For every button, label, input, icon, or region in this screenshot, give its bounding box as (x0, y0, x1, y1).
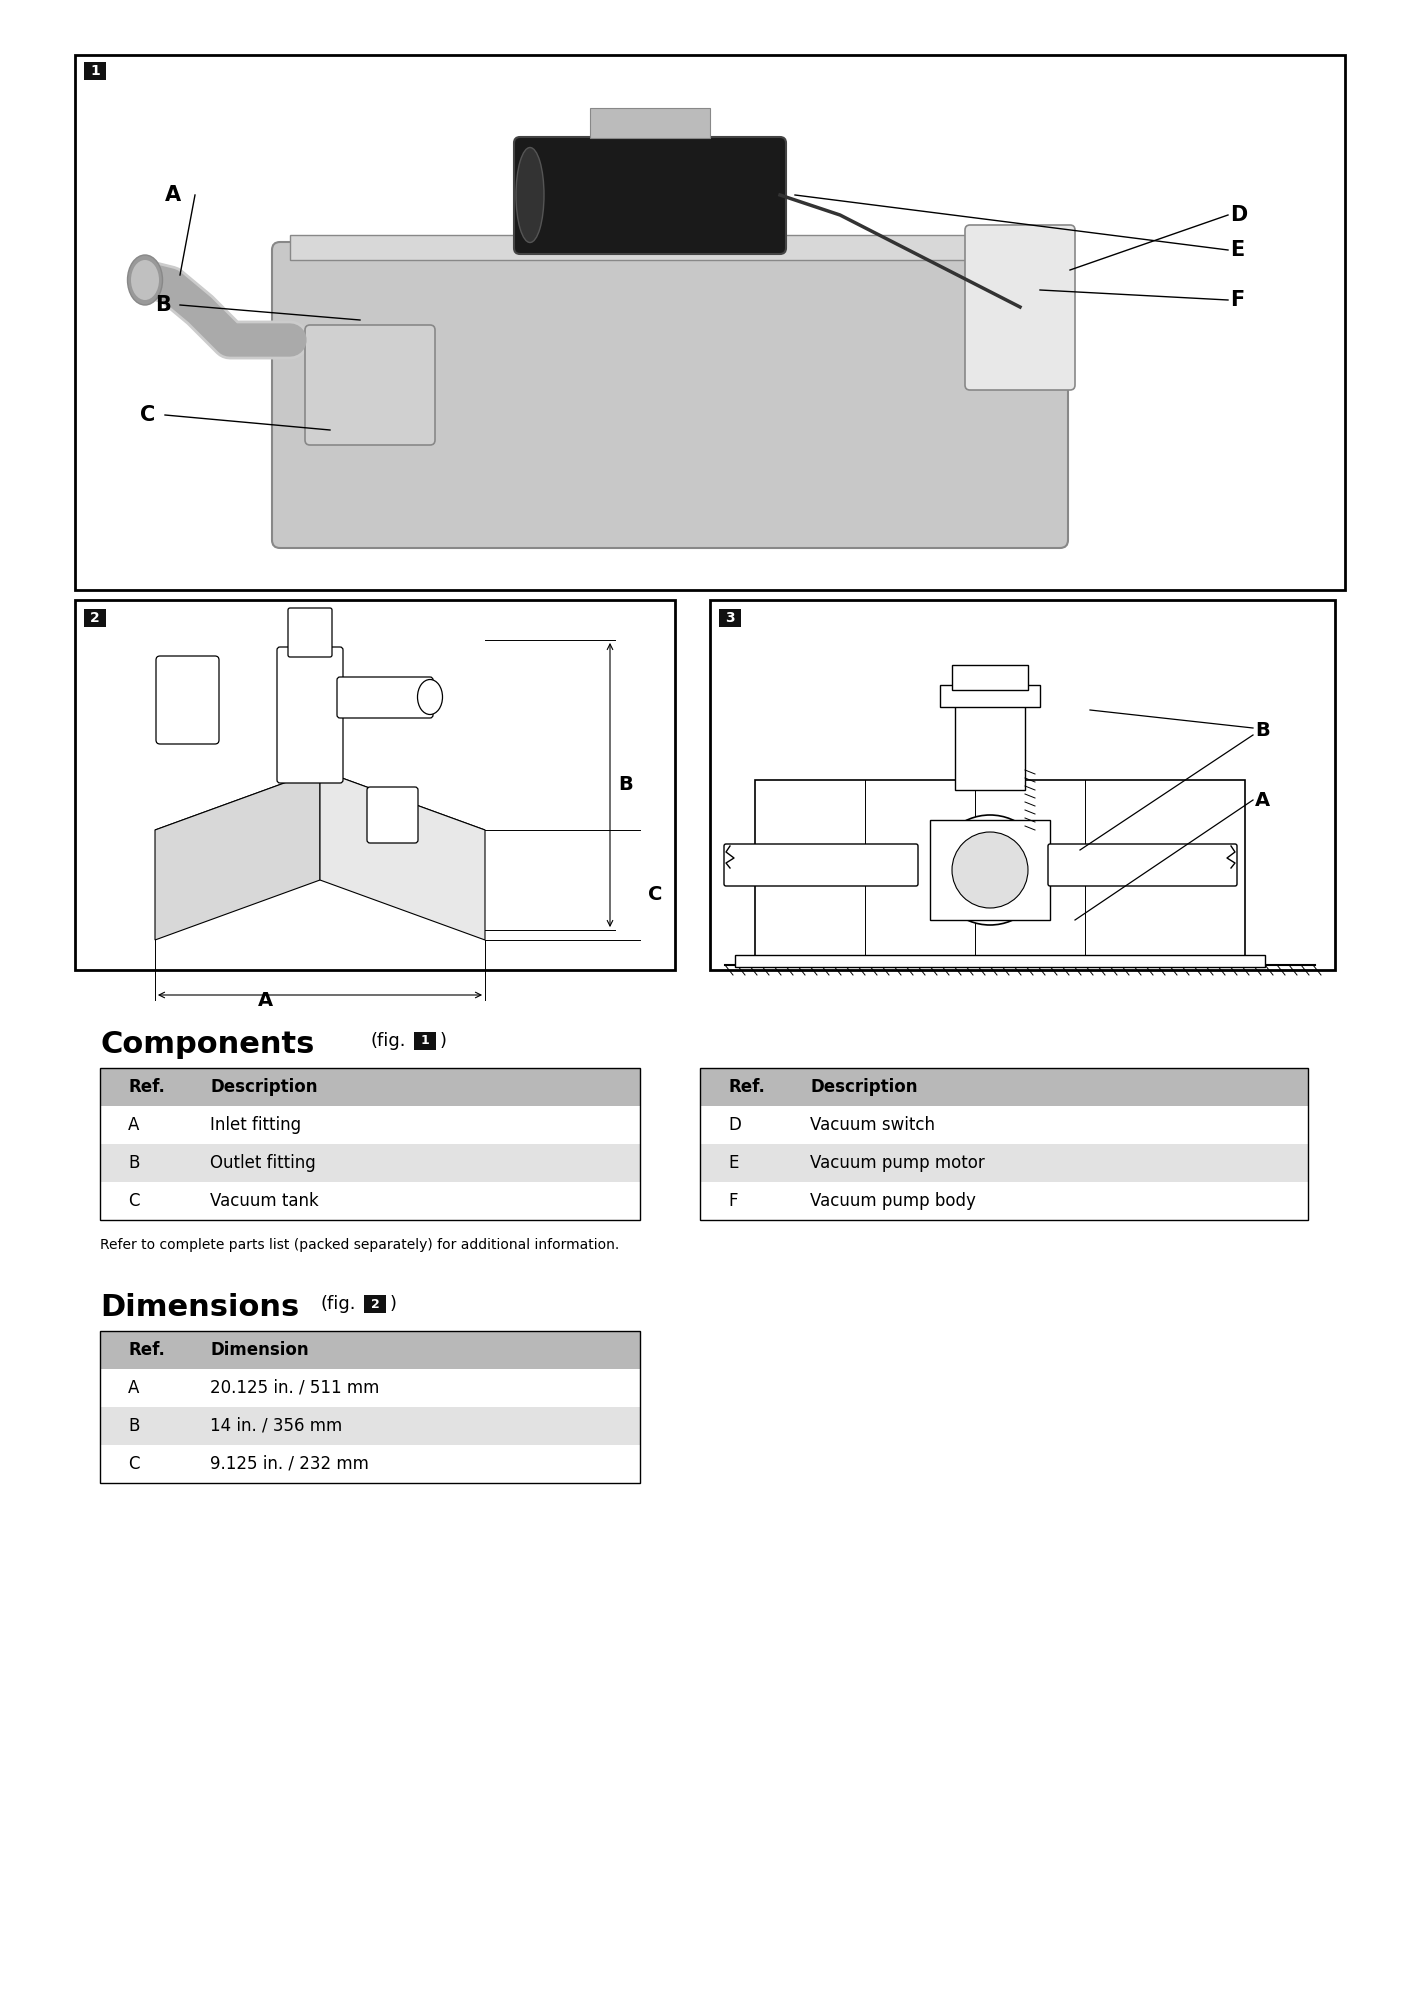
Bar (75, 600, 674, 970)
Text: A: A (257, 990, 273, 1010)
FancyBboxPatch shape (930, 820, 1051, 920)
Text: Vacuum pump motor: Vacuum pump motor (810, 1154, 984, 1172)
Text: 1: 1 (420, 1034, 430, 1048)
Ellipse shape (417, 680, 443, 714)
Bar (363, 1296, 386, 1312)
FancyBboxPatch shape (288, 608, 332, 656)
Text: B: B (618, 776, 632, 794)
Text: Vacuum pump body: Vacuum pump body (810, 1192, 976, 1210)
Polygon shape (320, 770, 485, 940)
Ellipse shape (127, 254, 163, 304)
Text: A: A (165, 186, 181, 206)
FancyBboxPatch shape (1048, 844, 1237, 886)
Text: 2: 2 (370, 1298, 379, 1310)
Bar (718, 608, 741, 628)
FancyBboxPatch shape (271, 242, 1068, 548)
Bar (940, 684, 1041, 708)
Bar (100, 1332, 641, 1368)
FancyBboxPatch shape (515, 136, 786, 254)
Bar (83, 62, 106, 80)
Text: Refer to complete parts list (packed separately) for additional information.: Refer to complete parts list (packed sep… (100, 1238, 619, 1252)
FancyBboxPatch shape (277, 648, 344, 782)
Text: 14 in. / 356 mm: 14 in. / 356 mm (211, 1416, 342, 1436)
Text: Inlet fitting: Inlet fitting (211, 1116, 301, 1134)
Text: B: B (156, 294, 171, 314)
Text: (fig.: (fig. (320, 1296, 355, 1312)
Text: E: E (728, 1154, 738, 1172)
FancyBboxPatch shape (368, 786, 419, 844)
Text: F: F (1230, 290, 1244, 310)
Bar (100, 1332, 641, 1484)
Text: Outlet fitting: Outlet fitting (211, 1154, 315, 1172)
Text: Description: Description (211, 1078, 318, 1096)
Text: Description: Description (810, 1078, 918, 1096)
Bar (590, 108, 710, 138)
FancyBboxPatch shape (964, 224, 1075, 390)
Text: A: A (129, 1380, 140, 1396)
Ellipse shape (132, 260, 158, 300)
Ellipse shape (516, 148, 544, 242)
FancyBboxPatch shape (337, 676, 433, 718)
Bar (755, 780, 1244, 966)
Bar (954, 700, 1025, 790)
Polygon shape (156, 770, 485, 830)
Text: 3: 3 (725, 612, 735, 624)
Text: C: C (129, 1456, 140, 1472)
FancyBboxPatch shape (305, 324, 436, 446)
Bar (100, 1068, 641, 1106)
FancyBboxPatch shape (156, 656, 219, 744)
Text: 9.125 in. / 232 mm: 9.125 in. / 232 mm (211, 1456, 369, 1472)
Text: Vacuum tank: Vacuum tank (211, 1192, 318, 1210)
Bar (100, 1444, 641, 1484)
Polygon shape (156, 770, 320, 940)
Bar (700, 1068, 1308, 1220)
Bar (100, 1068, 641, 1220)
Text: B: B (129, 1416, 140, 1436)
Text: F: F (728, 1192, 738, 1210)
Text: B: B (1256, 720, 1270, 740)
Text: D: D (728, 1116, 741, 1134)
Text: Components: Components (100, 1030, 314, 1060)
Text: E: E (1230, 240, 1244, 260)
Text: ): ) (390, 1296, 397, 1312)
Bar (75, 54, 1345, 590)
Bar (700, 1182, 1308, 1220)
Text: C: C (140, 404, 156, 426)
Text: (fig.: (fig. (370, 1032, 406, 1050)
Bar (100, 1368, 641, 1408)
Bar (83, 608, 106, 628)
Text: C: C (129, 1192, 140, 1210)
Text: Dimensions: Dimensions (100, 1294, 300, 1322)
Text: Dimension: Dimension (211, 1340, 308, 1360)
Bar (100, 1182, 641, 1220)
Text: ): ) (440, 1032, 447, 1050)
Bar (710, 600, 1335, 970)
Bar (952, 664, 1028, 690)
Bar (100, 1144, 641, 1182)
Bar (100, 1408, 641, 1444)
Bar (100, 1106, 641, 1144)
Text: 1: 1 (90, 64, 100, 78)
Bar (700, 1144, 1308, 1182)
Text: C: C (648, 886, 662, 904)
Bar (414, 1032, 436, 1050)
Bar (290, 234, 1051, 260)
Bar (735, 956, 1266, 968)
Text: Ref.: Ref. (129, 1340, 165, 1360)
Text: Ref.: Ref. (728, 1078, 765, 1096)
Text: A: A (1256, 790, 1270, 810)
Text: Ref.: Ref. (129, 1078, 165, 1096)
Circle shape (952, 832, 1028, 908)
Text: Vacuum switch: Vacuum switch (810, 1116, 935, 1134)
Bar (700, 1068, 1308, 1106)
Circle shape (935, 816, 1045, 924)
Text: 20.125 in. / 511 mm: 20.125 in. / 511 mm (211, 1380, 379, 1396)
Bar (700, 1106, 1308, 1144)
Text: 2: 2 (90, 612, 100, 624)
FancyBboxPatch shape (724, 844, 918, 886)
Text: B: B (129, 1154, 140, 1172)
Text: D: D (1230, 206, 1247, 224)
Text: A: A (129, 1116, 140, 1134)
